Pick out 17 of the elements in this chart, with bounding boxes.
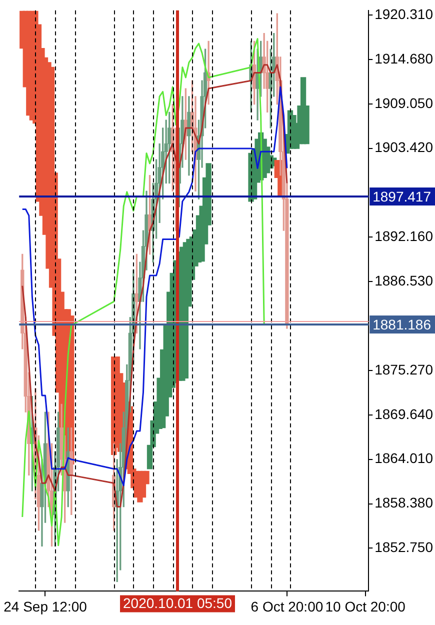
y-tick-label: 1875.270 [374, 361, 434, 378]
y-tick-label: 1892.160 [374, 228, 434, 244]
ref-line-label: 1897.417 [372, 188, 432, 204]
x-tick-label: 24 Sep 12:00 [4, 598, 88, 614]
y-tick-label: 1864.010 [374, 450, 434, 466]
y-tick-label: 1914.680 [374, 50, 434, 66]
y-tick-label: 1920.310 [374, 6, 434, 22]
y-tick-label: 1858.380 [374, 494, 434, 511]
y-tick-label: 1909.050 [374, 94, 434, 111]
x-tick-label: 10 Oct 20:00 [325, 598, 406, 614]
y-tick-label: 1869.640 [374, 406, 434, 422]
x-tick-label: 6 Oct 20:00 [250, 598, 324, 614]
ref-line-label: 2020.10.01 05:50 [123, 595, 232, 612]
y-tick-label: 1903.420 [374, 139, 434, 156]
ref-line-label: 1881.186 [372, 316, 432, 332]
y-tick-label: 1852.750 [374, 539, 434, 556]
y-tick-label: 1886.530 [374, 272, 434, 288]
